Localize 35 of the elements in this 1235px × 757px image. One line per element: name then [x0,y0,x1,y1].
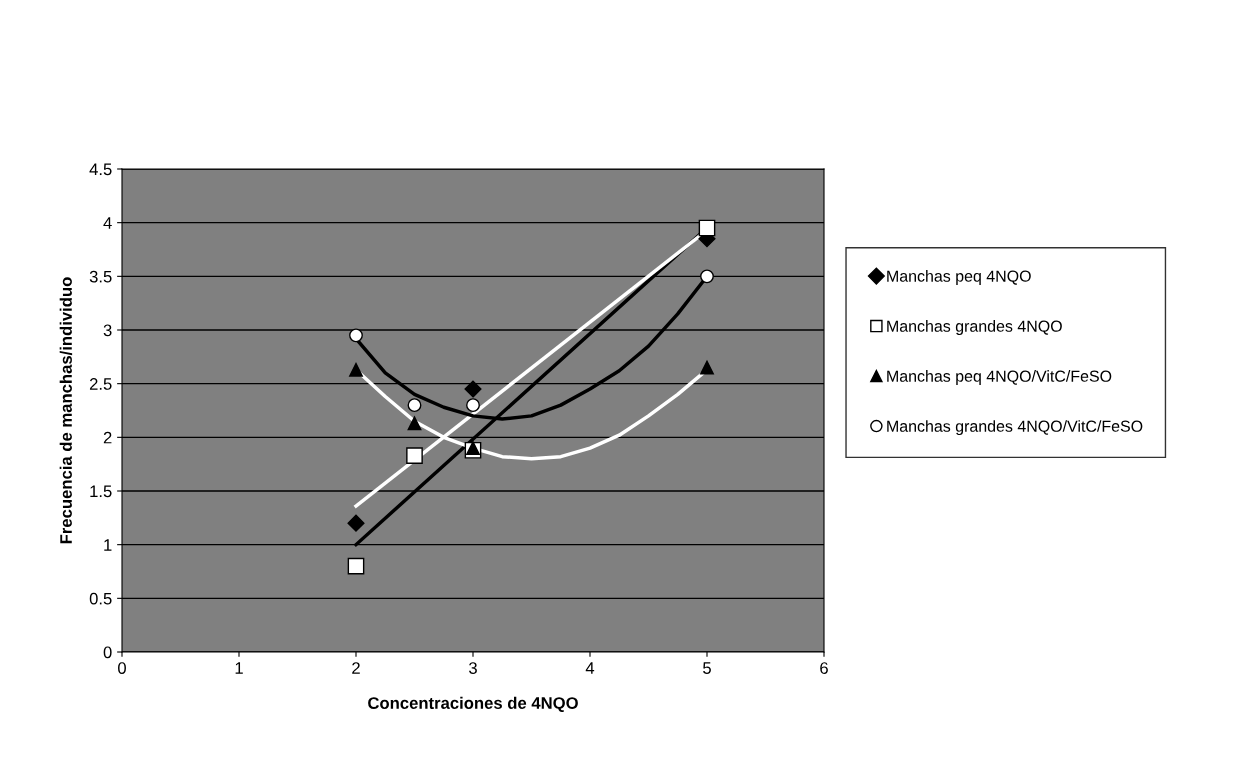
legend-label: Manchas peq 4NQO/VitC/FeSO [887,370,1112,385]
legend-label: Manchas grandes 4NQO [887,320,1062,335]
y-tick-label: 3 [103,324,112,337]
x-tick-label: 4 [585,662,595,674]
y-tick-label: 4.5 [89,163,112,176]
point [407,416,422,431]
x-axis-title: Concentraciones de 4NQO [368,696,578,713]
y-axis-title: Frecuencia de manchas/individuo [59,277,73,544]
point [406,447,423,464]
point [407,398,422,413]
x-tick-label: 0 [118,662,126,674]
y-tick-label: 4 [103,217,112,229]
x-tick-label: 3 [469,662,477,674]
y-tick-label: 1.5 [90,485,112,498]
point [347,557,365,575]
x-tick-label: 5 [703,662,711,674]
point [698,219,716,237]
point [700,360,714,375]
y-tick-label: 3.5 [89,270,112,283]
y-tick-label: 0 [103,646,112,659]
legend-label: Manchas grandes 4NQO/VitC/FeSO [887,420,1143,436]
point [464,380,482,398]
point [349,362,363,377]
point [700,269,714,284]
x-tick-label: 1 [235,662,243,674]
y-tick-label: 1 [104,539,112,551]
y-tick-label: 0.5 [89,592,112,605]
y-tick-label: 2.5 [89,378,112,390]
x-tick-label: 2 [352,662,360,674]
legend-label: Manchas peq 4NQO [887,270,1031,285]
x-tick-label: 6 [820,662,828,674]
point [347,514,365,532]
point [466,398,480,413]
point [349,328,363,343]
y-tick-label: 2 [103,431,112,444]
